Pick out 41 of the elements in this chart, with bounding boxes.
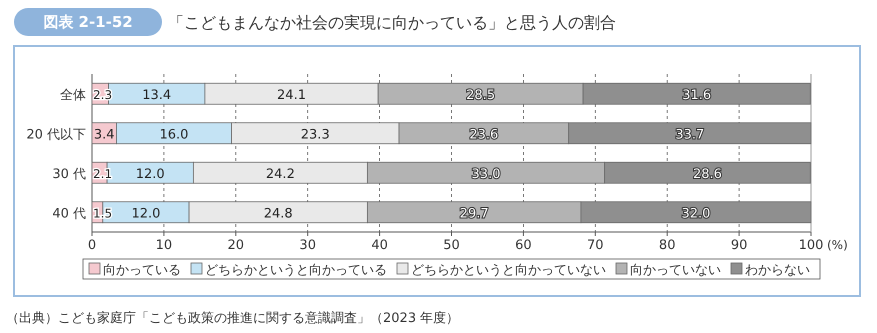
- x-axis-title: (%): [827, 238, 848, 252]
- x-tick-label: 40: [371, 238, 388, 253]
- y-tick-label: 30 代: [52, 166, 86, 182]
- data-label: 12.0: [131, 206, 160, 222]
- legend-label: どちらかというと向かっていない: [411, 263, 606, 278]
- data-label: 29.7: [460, 206, 489, 222]
- data-label: 28.6: [692, 166, 722, 182]
- data-label: 28.5: [466, 88, 496, 103]
- data-label: 3.4: [94, 127, 115, 142]
- y-tick-label: 全体: [60, 88, 86, 103]
- x-tick-label: 90: [730, 238, 748, 253]
- data-label: 23.6: [469, 127, 498, 142]
- legend-label: 向かっている: [103, 263, 181, 278]
- data-label: 33.0: [472, 166, 500, 182]
- data-label: 33.7: [675, 127, 704, 142]
- data-label: 32.0: [681, 206, 710, 222]
- data-label: 23.3: [300, 127, 330, 142]
- x-tick-label: 50: [443, 238, 460, 253]
- x-tick-label: 10: [156, 238, 172, 253]
- x-tick-label: 80: [658, 238, 676, 253]
- legend-label: どちらかというと向かっている: [205, 263, 387, 278]
- data-label: 16.0: [159, 127, 188, 142]
- chart-title: 「こどもまんなか社会の実現に向かっている」と思う人の割合: [168, 13, 616, 32]
- x-tick-label: 0: [88, 238, 96, 253]
- legend-label: わからない: [745, 263, 810, 278]
- x-tick-label: 70: [587, 238, 604, 253]
- x-tick-label: 60: [515, 238, 532, 253]
- data-label: 24.1: [277, 88, 306, 103]
- data-label: 31.6: [682, 88, 712, 103]
- y-tick-label: 40 代: [52, 206, 86, 222]
- x-tick-label: 100: [798, 238, 824, 253]
- x-tick-label: 30: [299, 238, 316, 253]
- legend-label: 向かっていない: [630, 263, 721, 278]
- data-label: 24.2: [266, 166, 295, 182]
- y-tick-label: 20 代以下: [26, 127, 86, 142]
- text: （出典）こども家庭庁「こども政策の推進に関する意識調査」（2023 年度）: [6, 310, 460, 326]
- text: 図表 2-1-52: [43, 13, 133, 31]
- data-label: 24.8: [264, 206, 293, 222]
- data-label: 13.4: [142, 88, 172, 103]
- data-label: 12.0: [136, 166, 165, 182]
- x-tick-label: 20: [228, 238, 244, 253]
